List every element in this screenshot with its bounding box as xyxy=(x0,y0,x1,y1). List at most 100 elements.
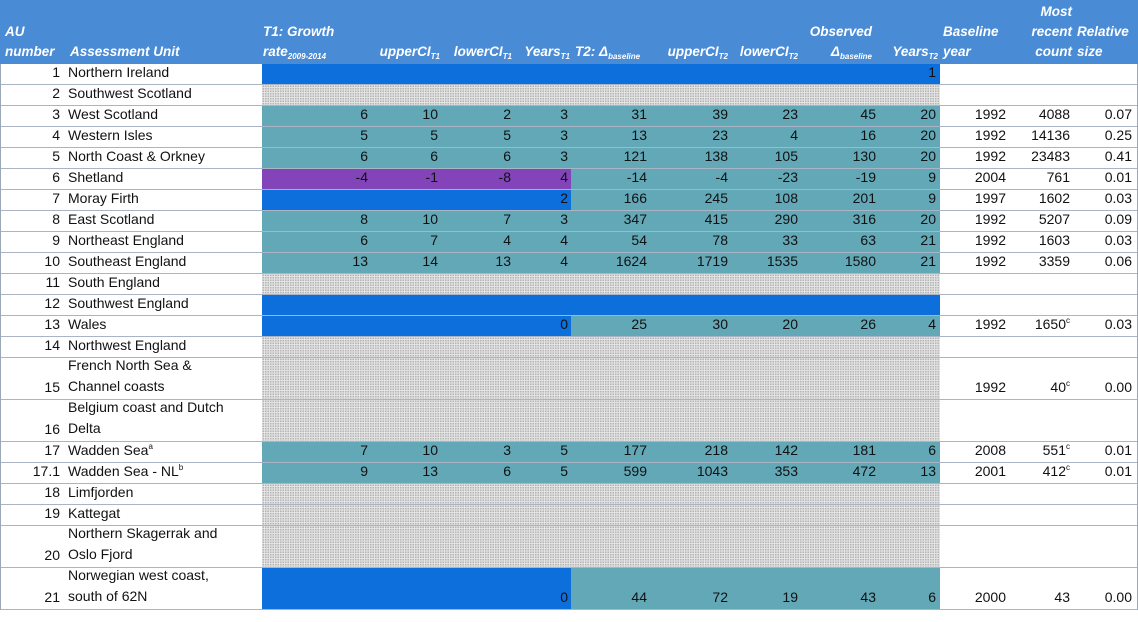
au-number-cell: 19 xyxy=(44,505,60,521)
assessment-unit-text: Western Isles xyxy=(68,127,153,143)
t2-delta-cell: -14 xyxy=(627,168,647,187)
relative-size-cell: 0.06 xyxy=(1105,252,1132,271)
lower-ci-t2-cell-value: 142 xyxy=(774,442,798,458)
years-t2-cell-value: 9 xyxy=(928,169,936,185)
teal-fill xyxy=(262,211,940,231)
header-lower-ci-t2: lowerCIT2 xyxy=(739,44,798,61)
recent-count-cell-value: 761 xyxy=(1046,169,1070,185)
years-t2-cell-value: 20 xyxy=(920,127,936,143)
recent-count-cell-value: 43 xyxy=(1054,589,1070,605)
recent-count-cell-value: 1650 xyxy=(1034,316,1066,332)
upper-ci-t1-cell-value: 7 xyxy=(430,232,438,248)
t2-delta-cell-value: 54 xyxy=(631,232,647,248)
assessment-unit-cell: Kattegat xyxy=(68,504,120,523)
observed-delta-cell-value: 201 xyxy=(852,190,876,206)
recent-count-cell: 1650c xyxy=(1035,311,1070,334)
table-row: 8 East Scotland 8 10 7 3 347 415 290 316 20 1992 520… xyxy=(0,211,1138,232)
relative-size-cell-value: 0.03 xyxy=(1104,316,1132,332)
lower-ci-t2-cell-value: 19 xyxy=(782,589,798,605)
assessment-unit-line: Shetland xyxy=(68,168,123,187)
assessment-unit-text: Belgium coast and Dutch xyxy=(68,399,224,415)
assessment-unit-text: Channel coasts xyxy=(68,378,165,394)
observed-delta-cell: 130 xyxy=(853,147,876,166)
au-number-cell: 9 xyxy=(52,232,60,248)
recent-count-cell-value: 40 xyxy=(1050,379,1066,395)
lower-ci-t1-cell: 2 xyxy=(503,105,511,124)
upper-ci-t2-cell: -4 xyxy=(716,168,728,187)
assessment-unit-text: Northern Ireland xyxy=(68,64,170,80)
lower-ci-t1-cell: 6 xyxy=(503,147,511,166)
assessment-unit-line: East Scotland xyxy=(68,210,154,229)
years-t1-cell-value: 3 xyxy=(560,211,568,227)
assessment-unit-cell: Moray Firth xyxy=(68,189,139,208)
purple-fill xyxy=(262,169,571,189)
relative-size-cell: 0.07 xyxy=(1105,105,1132,124)
recent-count-cell-value: 4088 xyxy=(1038,106,1070,122)
upper-ci-t1-cell: 10 xyxy=(422,210,438,229)
assessment-unit-text: French North Sea & xyxy=(68,357,192,373)
teal-fill xyxy=(262,232,940,252)
relative-size-cell: 0.01 xyxy=(1105,462,1132,481)
lower-ci-t1-cell: 7 xyxy=(503,210,511,229)
au-number-cell: 21 xyxy=(44,589,60,605)
upper-ci-t1-cell-value: 10 xyxy=(422,106,438,122)
baseline-year-cell: 1992 xyxy=(975,147,1006,166)
t2-delta-cell: 13 xyxy=(631,126,647,145)
upper-ci-t2-cell-value: 415 xyxy=(704,211,728,227)
observed-delta-cell: 316 xyxy=(853,210,876,229)
years-t2-cell: 20 xyxy=(920,126,936,145)
upper-ci-t2-cell-value: 245 xyxy=(704,190,728,206)
assessment-unit-line: south of 62N xyxy=(68,586,209,607)
teal-fill xyxy=(262,106,940,126)
relative-size-cell-value: 0.03 xyxy=(1104,190,1132,206)
recent-count-cell: 1603 xyxy=(1039,231,1070,250)
assessment-unit-cell: Northern Skagerrak and Oslo Fjord xyxy=(68,523,217,565)
blue-fill xyxy=(262,568,571,609)
table-row: 21 Norwegian west coast, south of 62N 0 44 72… xyxy=(0,567,1138,610)
t2-delta-cell-value: 31 xyxy=(631,106,647,122)
dotted-fill xyxy=(262,505,940,525)
t2-delta-cell: 177 xyxy=(624,441,647,460)
relative-size-cell: 0.25 xyxy=(1105,126,1132,145)
lower-ci-t2-cell: 105 xyxy=(775,147,798,166)
growth-rate-cell-value: -4 xyxy=(355,169,368,185)
assessment-unit-text: Northeast England xyxy=(68,232,184,248)
lower-ci-t2-cell: 108 xyxy=(775,189,798,208)
growth-rate-cell-value: 6 xyxy=(360,232,368,248)
t2-delta-cell: 44 xyxy=(631,588,647,607)
assessment-unit-line: Northwest England xyxy=(68,336,186,355)
observed-delta-cell-value: 130 xyxy=(852,148,876,164)
assessment-unit-text: Norwegian west coast, xyxy=(68,567,209,583)
footnote-marker: c xyxy=(1066,463,1070,472)
years-t1-cell-value: 4 xyxy=(560,232,568,248)
t2-delta-cell: 54 xyxy=(631,231,647,250)
growth-rate-cell: -4 xyxy=(356,168,368,187)
table-row: 1 Northern Ireland 1 xyxy=(0,64,1138,85)
t2-delta-cell: 121 xyxy=(624,147,647,166)
assessment-unit-line: Channel coasts xyxy=(68,376,192,397)
recent-count-cell-value: 412 xyxy=(1042,463,1066,479)
assessment-unit-line: Western Isles xyxy=(68,126,153,145)
years-t2-cell-value: 13 xyxy=(920,463,936,479)
years-t2-cell: 13 xyxy=(920,462,936,481)
table-border-left xyxy=(0,64,1,610)
assessment-unit-cell: Limfjorden xyxy=(68,483,133,502)
baseline-year-cell-value: 2004 xyxy=(974,169,1006,185)
blue-fill xyxy=(262,295,940,315)
header-baseline-year: Baseline year xyxy=(943,24,999,59)
assessment-unit-line: North Coast & Orkney xyxy=(68,147,205,166)
years-t2-cell: 9 xyxy=(928,168,936,187)
upper-ci-t1-cell-value: 6 xyxy=(430,148,438,164)
au-number-cell: 10 xyxy=(44,253,60,269)
upper-ci-t2-cell-value: 1043 xyxy=(696,463,728,479)
growth-rate-cell-value: 8 xyxy=(360,211,368,227)
upper-ci-t2-cell: 245 xyxy=(705,189,728,208)
years-t2-cell: 6 xyxy=(928,441,936,460)
assessment-unit-text: Wadden Sea - NL xyxy=(68,463,179,479)
growth-rate-cell: 5 xyxy=(360,126,368,145)
years-t1-cell: 5 xyxy=(560,441,568,460)
baseline-year-cell: 1997 xyxy=(975,189,1006,208)
baseline-year-cell: 1992 xyxy=(975,210,1006,229)
header-years-t1: YearsT1 xyxy=(524,44,570,61)
